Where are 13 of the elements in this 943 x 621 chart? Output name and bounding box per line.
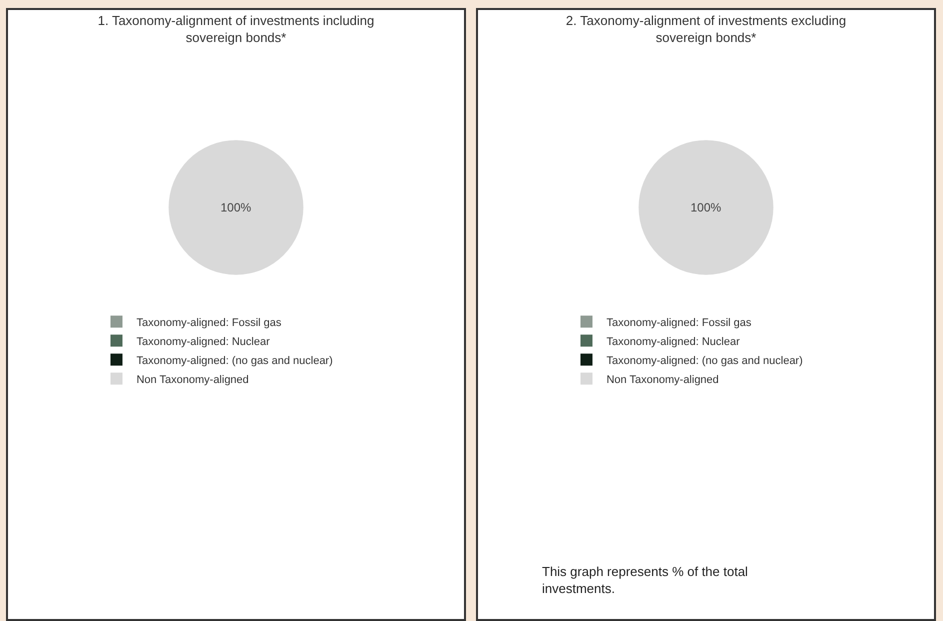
text: This graph represents % of the total investments. — [542, 564, 748, 596]
legend-label: Taxonomy-aligned: Nuclear — [606, 336, 740, 348]
data-label: 100% — [690, 200, 722, 214]
legend-label: Taxonomy-aligned: (no gas and nuclear) — [136, 354, 333, 367]
chart-title: 1. Taxonomy-alignment of investments including sovereign bonds* — [98, 13, 374, 46]
legend-label: Taxonomy-aligned: Fossil gas — [136, 316, 282, 329]
legend-label: Taxonomy-aligned: Nuclear — [136, 336, 270, 348]
legend-label: Taxonomy-aligned: (no gas and nuclear) — [606, 354, 803, 367]
chart-title: 2. Taxonomy-alignment of investments excluding sovereign bonds* — [566, 13, 846, 46]
legend-label: Non Taxonomy-aligned — [136, 374, 249, 386]
data-label: 100% — [220, 200, 252, 214]
legend-label: Non Taxonomy-aligned — [606, 374, 719, 386]
legend-label: Taxonomy-aligned: Fossil gas — [606, 316, 752, 329]
